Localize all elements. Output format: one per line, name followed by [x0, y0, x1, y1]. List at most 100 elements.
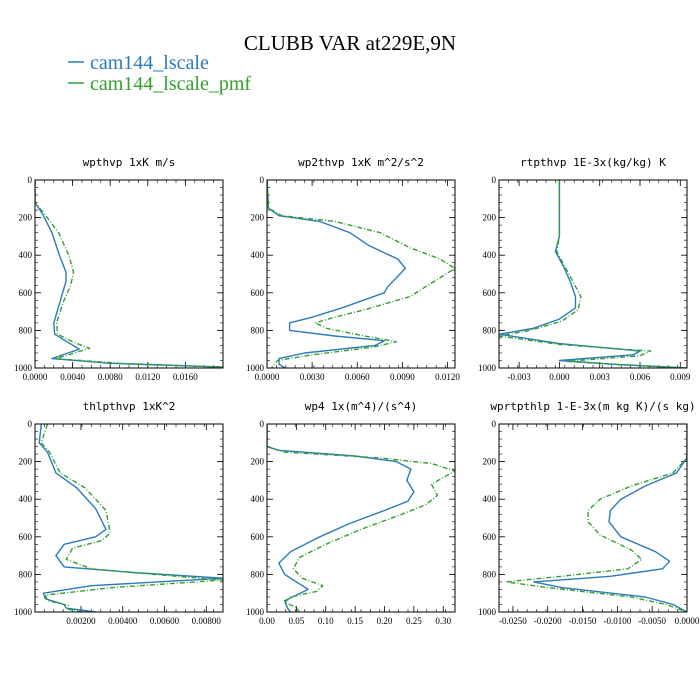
x-tick-label: 0.00200	[66, 616, 96, 626]
x-tick-label: 0.05	[289, 616, 305, 626]
figure-title: CLUBB VAR at229E,9N	[244, 31, 456, 55]
panel-3: rtpthvp 1E-3x(kg/kg) K 0 200 400 600 800 1000 -…	[478, 156, 691, 382]
x-tick-label: 0.00400	[108, 616, 138, 626]
series-line-lscale-pmf	[505, 424, 687, 612]
x-tick-label: 0.0000	[255, 372, 280, 382]
y-tick-label: 200	[251, 457, 265, 467]
y-tick-label: 600	[19, 288, 33, 298]
x-tick-label: 0.0060	[345, 372, 370, 382]
x-tick-label: 0.0090	[390, 372, 415, 382]
y-tick-label: 0	[28, 419, 33, 429]
legend: cam144_lscale cam144_lscale_pmf	[68, 52, 251, 95]
y-tick-label: 1000	[246, 607, 265, 617]
y-tick-label: 600	[251, 532, 265, 542]
x-tick-label: -0.0200	[534, 616, 562, 626]
x-tick-label: 0.00600	[150, 616, 180, 626]
y-tick-label: 200	[19, 457, 33, 467]
x-tick-label: 0.0120	[435, 372, 460, 382]
x-tick-label: -0.0250	[499, 616, 527, 626]
y-tick-label: 1000	[478, 607, 497, 617]
y-tick-label: 200	[251, 213, 265, 223]
x-tick-label: 0.0160	[173, 372, 198, 382]
panel-2: wp2thvp 1xK m^2/s^2020040060080010000.00…	[246, 156, 460, 382]
y-tick-label: 800	[19, 569, 33, 579]
panel-title: wp4 1x(m^4)/(s^4)	[305, 400, 418, 413]
y-tick-label: 800	[483, 569, 497, 579]
panel-title: wprtpthlp 1-E-3x(m kg K)/(s kg)	[490, 400, 695, 413]
y-tick-label: 600	[483, 532, 497, 542]
series-line-lscale	[499, 180, 687, 368]
y-tick-label: 800	[483, 325, 497, 335]
x-tick-label: 0.10	[318, 616, 334, 626]
x-tick-label: -0.0100	[603, 616, 631, 626]
y-tick-label: 1000	[478, 363, 497, 373]
x-tick-label: 0.006	[630, 372, 651, 382]
series-line-lscale-pmf	[267, 180, 455, 368]
x-tick-label: -0.0050	[638, 616, 666, 626]
series-line-lscale-pmf	[499, 180, 687, 368]
panel-6: wprtpthlp 1-E-3x(m kg K)/(s kg) 0 200 400 60…	[478, 400, 700, 626]
panel-frame	[266, 179, 456, 369]
x-tick-label: 0.00	[259, 616, 275, 626]
x-tick-label: 0.15	[347, 616, 363, 626]
panel-frame	[498, 179, 688, 369]
panel-title: wpthvp 1xK m/s	[83, 156, 176, 169]
series-line-lscale-pmf	[267, 424, 455, 612]
y-tick-label: 400	[251, 250, 265, 260]
y-tick-label: 0	[492, 419, 497, 429]
minor-ticks	[499, 424, 687, 612]
x-tick-label: -0.0150	[569, 616, 597, 626]
x-tick-label: -0.003	[508, 372, 532, 382]
y-tick-label: 200	[19, 213, 33, 223]
x-tick-label: 0.000	[549, 372, 570, 382]
panel-frame	[498, 423, 688, 613]
y-tick-label: 0	[260, 175, 265, 185]
panel-frame	[266, 423, 456, 613]
y-tick-label: 800	[251, 325, 265, 335]
minor-ticks	[267, 180, 455, 368]
panel-title: thlpthvp 1xK^2	[83, 400, 176, 413]
y-tick-label: 800	[251, 569, 265, 579]
panel-frame	[34, 423, 224, 613]
y-tick-label: 1000	[14, 607, 33, 617]
x-tick-label: 0.20	[377, 616, 393, 626]
x-tick-label: 0.00800	[192, 616, 222, 626]
y-tick-label: 400	[251, 494, 265, 504]
y-tick-label: 600	[19, 532, 33, 542]
series-line-lscale	[267, 424, 415, 612]
panel-title: wp2thvp 1xK m^2/s^2	[298, 156, 424, 169]
series-line-lscale	[533, 424, 687, 612]
y-tick-label: 800	[19, 325, 33, 335]
y-tick-label: 400	[483, 250, 497, 260]
x-tick-label: 0.003	[590, 372, 611, 382]
minor-ticks	[499, 180, 687, 368]
x-tick-label: 0.0080	[98, 372, 123, 382]
y-tick-label: 0	[28, 175, 33, 185]
series-line-lscale	[38, 424, 223, 612]
x-tick-label: 0.0000	[23, 372, 48, 382]
panel-4: thlpthvp 1xK^2 0 200 400 600 800 1000 0.00200 0.…	[14, 400, 224, 626]
y-tick-label: 1000	[14, 363, 33, 373]
panel-frame	[34, 179, 224, 369]
y-tick-label: 200	[483, 457, 497, 467]
y-tick-label: 600	[251, 288, 265, 298]
y-tick-label: 400	[483, 494, 497, 504]
y-tick-label: 0	[260, 419, 265, 429]
x-tick-label: 0.30	[435, 616, 451, 626]
series-line-lscale	[35, 180, 223, 368]
legend-label-lscale: cam144_lscale	[90, 52, 209, 74]
x-tick-label: 0.0040	[60, 372, 85, 382]
series-line-lscale-pmf	[40, 424, 223, 612]
x-tick-label: 0.25	[406, 616, 422, 626]
x-tick-label: 0.0030	[300, 372, 325, 382]
x-tick-label: 0.0000	[675, 616, 700, 626]
x-tick-label: 0.0120	[135, 372, 160, 382]
y-tick-label: 400	[19, 250, 33, 260]
series-line-lscale	[267, 180, 407, 368]
y-tick-label: 0	[492, 175, 497, 185]
y-tick-label: 600	[483, 288, 497, 298]
x-tick-label: 0.009	[670, 372, 691, 382]
